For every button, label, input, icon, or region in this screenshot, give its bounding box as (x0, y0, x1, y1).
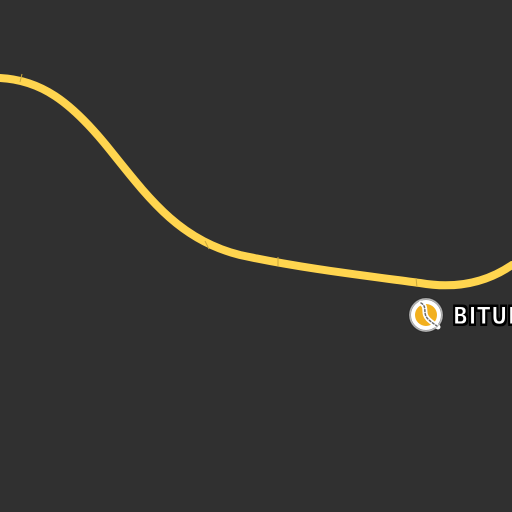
bituminous-poi-icon[interactable] (408, 297, 444, 333)
road-segment-ticks (19, 73, 418, 288)
poi-label[interactable]: BITUI (453, 302, 512, 331)
road-line[interactable] (0, 74, 512, 290)
